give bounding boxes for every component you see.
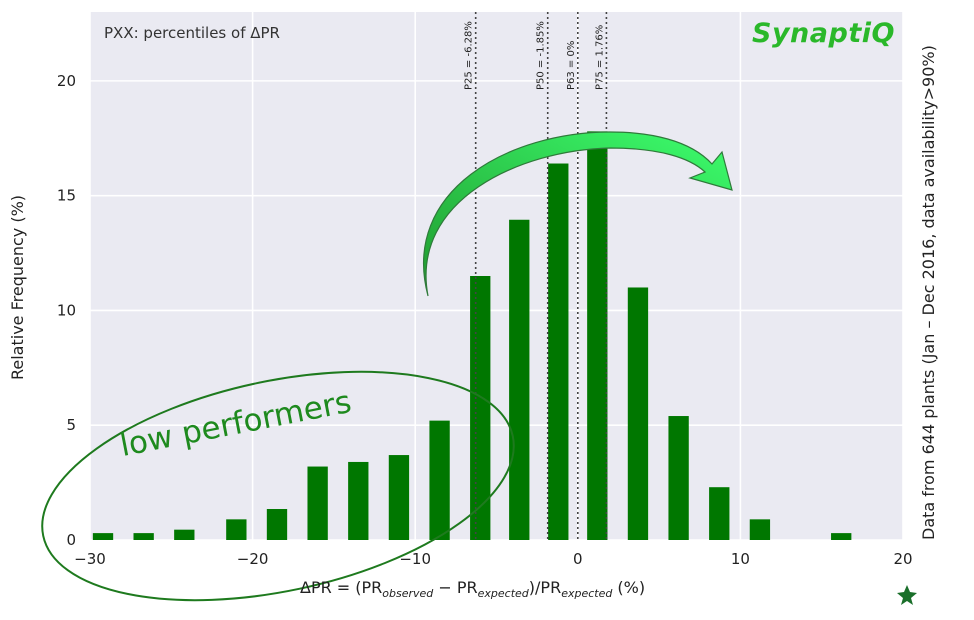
right-data-note: Data from 644 plants (Jan – Dec 2016, da…	[919, 45, 938, 540]
percentile-label-2: P63 = 0%	[566, 41, 577, 90]
x-label-slash: )/PR	[528, 578, 562, 597]
percentile-label-1: P50 = -1.85%	[536, 21, 547, 90]
x-label-minus: − PR	[433, 578, 478, 597]
percentile-label-3: P75 = 1.76%	[594, 25, 605, 90]
plot-area	[90, 12, 903, 540]
x-label-sub-expected-2: expected	[561, 587, 613, 601]
x-tick-label-4: 10	[731, 550, 750, 568]
bar-10	[509, 219, 530, 540]
y-tick-label-4: 20	[57, 72, 76, 90]
y-tick-label-2: 10	[57, 301, 76, 319]
bar-11	[548, 163, 569, 540]
bars	[92, 131, 852, 541]
bar-12	[587, 131, 608, 541]
bar-4	[266, 509, 288, 540]
bar-16	[749, 519, 771, 540]
bar-5	[307, 466, 328, 540]
percentile-lines: P25 = -6.28% P50 = -1.85% P63 = 0% P75 = 1.…	[464, 12, 608, 540]
x-ticks: −30 −20 −10 0 10 20	[74, 550, 912, 568]
y-tick-label-3: 15	[57, 187, 76, 205]
x-tick-label-2: −10	[399, 550, 431, 568]
chart-title: PXX: percentiles of ΔPR	[104, 24, 280, 42]
synaptiq-logo: SynaptiQ	[752, 18, 895, 49]
corner-leaf-icon	[897, 585, 917, 605]
bar-2	[174, 529, 195, 540]
x-tick-label-1: −20	[237, 550, 269, 568]
bar-1	[133, 533, 154, 540]
x-label-sub-expected: expected	[477, 587, 529, 601]
y-ticks: 0 5 10 15 20	[57, 72, 76, 549]
y-tick-label-1: 5	[66, 416, 76, 434]
bar-8	[429, 420, 450, 540]
bar-0	[92, 533, 114, 540]
bar-7	[388, 455, 410, 540]
y-tick-label-0: 0	[66, 531, 76, 549]
bar-3	[226, 519, 247, 540]
bar-14	[668, 416, 689, 540]
bar-6	[348, 461, 369, 540]
curved-arrow	[422, 131, 733, 297]
y-axis-label: Relative Frequency (%)	[8, 194, 27, 380]
x-label-sub-observed: observed	[382, 587, 434, 601]
x-axis-label: ΔPR = (PRobserved − PRexpected)/PRexpect…	[300, 578, 645, 600]
low-performers-ellipse	[41, 370, 515, 602]
bar-17	[831, 533, 852, 540]
percentile-label-0: P25 = -6.28%	[464, 21, 475, 90]
x-tick-label-3: 0	[573, 550, 583, 568]
x-label-unit: (%)	[612, 578, 646, 597]
x-tick-label-5: 20	[893, 550, 912, 568]
x-label-lhs: ΔPR = (PR	[300, 578, 383, 597]
grid	[89, 12, 904, 541]
bar-15	[709, 487, 730, 540]
x-tick-label-0: −30	[74, 550, 106, 568]
bar-13	[627, 287, 649, 540]
